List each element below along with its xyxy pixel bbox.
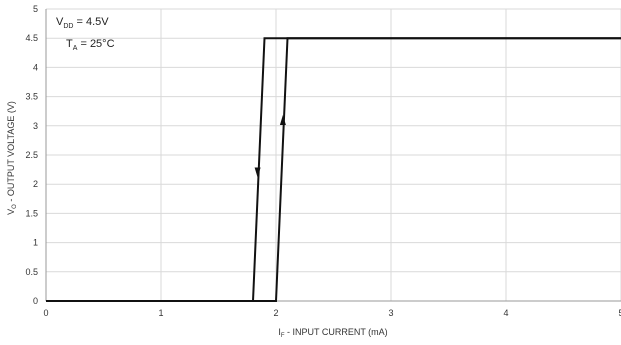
arrow-up-icon bbox=[279, 114, 286, 125]
y-tick-label: 4.5 bbox=[25, 33, 38, 43]
x-axis-title: IF - INPUT CURRENT (mA) bbox=[278, 327, 387, 339]
x-tick-label: 2 bbox=[273, 308, 278, 318]
series-line-2 bbox=[46, 37, 621, 302]
y-tick-label: 1 bbox=[33, 238, 38, 248]
y-tick-label: 4 bbox=[33, 62, 38, 72]
y-tick-label: 5 bbox=[33, 4, 38, 14]
grid bbox=[46, 8, 621, 301]
arrow-down-icon bbox=[254, 167, 261, 178]
y-tick-label: 2 bbox=[33, 179, 38, 189]
series-line-1 bbox=[46, 37, 621, 302]
x-tick-label: 4 bbox=[503, 308, 508, 318]
x-tick-label: 0 bbox=[43, 308, 48, 318]
y-tick-label: 3.5 bbox=[25, 92, 38, 102]
y-tick-label: 0.5 bbox=[25, 267, 38, 277]
series-lines bbox=[46, 37, 621, 302]
x-tick-label: 5 bbox=[618, 308, 621, 318]
y-tick-label: 1.5 bbox=[25, 208, 38, 218]
y-axis-title: VO - OUTPUT VOLTAGE (V) bbox=[6, 101, 18, 215]
y-tick-label: 0 bbox=[33, 296, 38, 306]
tick-labels: 0 0.5 1 1.5 2 2.5 3 3.5 4 4.5 5 0 1 2 3 4 5 bbox=[25, 4, 621, 318]
y-tick-label: 2.5 bbox=[25, 150, 38, 160]
annotation-vdd: VDD = 4.5V bbox=[56, 16, 109, 30]
x-tick-label: 3 bbox=[388, 308, 393, 318]
x-tick-label: 1 bbox=[158, 308, 163, 318]
y-tick-label: 3 bbox=[33, 121, 38, 131]
annotation-ta: TA = 25°C bbox=[66, 38, 115, 52]
